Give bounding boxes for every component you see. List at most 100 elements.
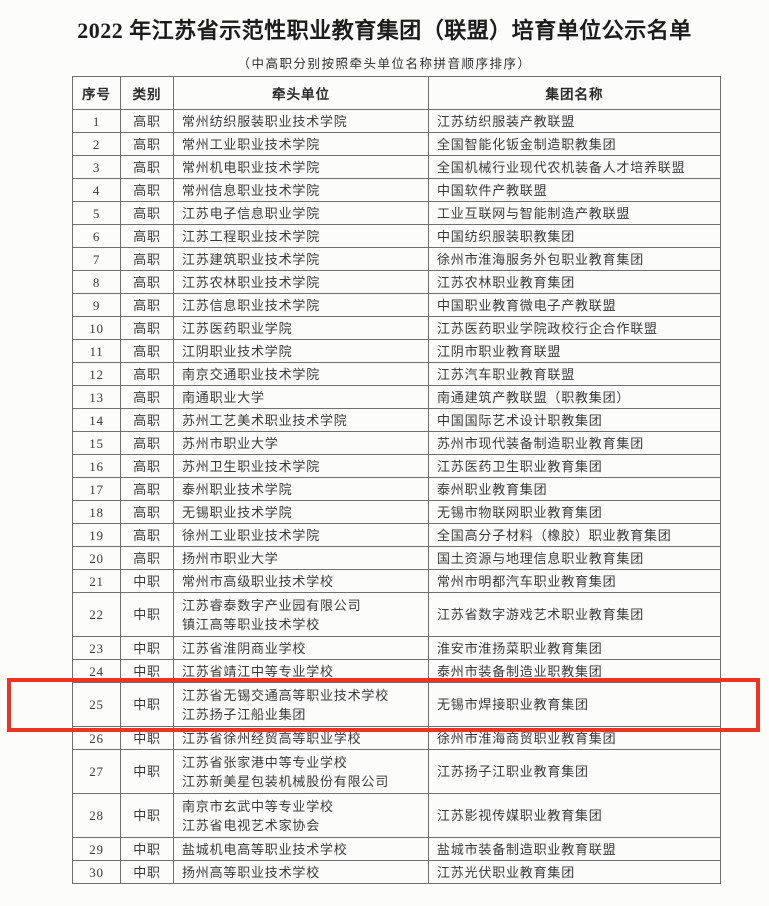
cell-no: 7 [72,247,121,271]
cell-group-name: 江苏扬子江职业教育集团 [428,749,721,794]
cell-category: 高职 [120,132,174,156]
cell-group-name: 江苏影视传媒职业教育集团 [428,793,721,838]
cell-group-name: 徐州市淮海服务外包职业教育集团 [428,247,721,271]
cell-lead-unit: 无锡职业技术学院 [173,500,429,524]
cell-category: 高职 [120,339,174,363]
table-row: 4 高职 常州信息职业技术学院 中国软件产教联盟 [72,178,721,202]
lead-unit-line: 江苏电子信息职业学院 [182,205,321,221]
document-title: 2022 年江苏省示范性职业教育集团（联盟）培育单位公示名单 [77,18,692,43]
cell-group-name: 泰州职业教育集团 [428,477,721,501]
lead-unit-line: 江苏信息职业技术学院 [182,297,321,313]
cell-no: 6 [72,224,121,248]
cell-group-name: 全国机械行业现代农机装备人才培养联盟 [428,155,721,179]
lead-unit-line: 无锡职业技术学院 [182,504,293,520]
cell-group-name: 江苏农林职业教育集团 [428,270,721,294]
cell-category: 中职 [120,793,174,838]
cell-no: 3 [72,155,121,179]
cell-category: 高职 [120,270,174,294]
cell-no: 8 [72,270,121,294]
cell-category: 中职 [120,749,174,794]
lead-unit-line: 南通职业大学 [182,389,265,405]
cell-group-name: 江苏纺织服装产教联盟 [428,109,721,133]
cell-no: 14 [72,408,121,432]
cell-group-name: 淮安市淮扬菜职业教育集团 [428,636,721,660]
cell-lead-unit: 徐州工业职业技术学院 [173,523,429,547]
cell-group-name: 泰州市装备制造业职教集团 [428,659,721,683]
cell-group-name: 江苏省数字游戏艺术职业教育集团 [428,592,721,637]
cell-group-name: 工业互联网与智能制造产教联盟 [428,201,721,225]
units-table: 序号 类别 牵头单位 集团名称 1 高职 常州纺织服装职业技术学院 江苏纺织服装… [72,76,721,884]
table-header-row: 序号 类别 牵头单位 集团名称 [72,76,721,110]
lead-unit-line: 江苏省电视艺术家协会 [182,817,321,833]
table-row: 5 高职 江苏电子信息职业学院 工业互联网与智能制造产教联盟 [72,201,721,225]
cell-lead-unit: 常州纺织服装职业技术学院 [173,109,429,133]
cell-no: 28 [72,793,121,838]
cell-category: 高职 [120,316,174,340]
cell-category: 中职 [120,569,174,593]
cell-category: 高职 [120,546,174,570]
cell-lead-unit: 江苏省淮阴商业学校 [173,636,429,660]
table-row: 23 中职 江苏省淮阴商业学校 淮安市淮扬菜职业教育集团 [72,636,721,660]
cell-group-name: 无锡市焊接职业教育集团 [428,682,721,727]
cell-no: 12 [72,362,121,386]
table-row: 14 高职 苏州工艺美术职业技术学院 中国国际艺术设计职教集团 [72,408,721,432]
cell-no: 27 [72,749,121,794]
table-row: 16 高职 苏州卫生职业技术学院 江苏医药卫生职业教育集团 [72,454,721,478]
lead-unit-line: 苏州工艺美术职业技术学院 [182,412,348,428]
cell-lead-unit: 江苏工程职业技术学院 [173,224,429,248]
cell-category: 中职 [120,860,174,884]
lead-unit-line: 江阴职业技术学院 [182,343,293,359]
lead-unit-line: 泰州职业技术学院 [182,481,293,497]
cell-category: 高职 [120,362,174,386]
cell-no: 16 [72,454,121,478]
cell-category: 高职 [120,109,174,133]
cell-lead-unit: 常州信息职业技术学院 [173,178,429,202]
lead-unit-line: 苏州市职业大学 [182,435,279,451]
table-row: 8 高职 江苏农林职业技术学院 江苏农林职业教育集团 [72,270,721,294]
cell-no: 29 [72,837,121,861]
cell-no: 10 [72,316,121,340]
table-row: 24 中职 江苏省靖江中等专业学校 泰州市装备制造业职教集团 [72,659,721,683]
cell-lead-unit: 江苏省张家港中等专业学校 江苏新美星包装机械股份有限公司 [173,749,429,794]
cell-no: 13 [72,385,121,409]
cell-group-name: 南通建筑产教联盟（职教集团） [428,385,721,409]
lead-unit-line: 常州市高级职业技术学校 [182,573,334,589]
table-row: 21 中职 常州市高级职业技术学校 常州市明都汽车职业教育集团 [72,569,721,593]
table-row: 22 中职 江苏睿泰数字产业园有限公司 镇江高等职业技术学校 江苏省数字游戏艺术职… [72,592,721,637]
cell-no: 25 [72,682,121,727]
cell-no: 2 [72,132,121,156]
table-row: 15 高职 苏州市职业大学 苏州市现代装备制造职业教育集团 [72,431,721,455]
table-body: 1 高职 常州纺织服装职业技术学院 江苏纺织服装产教联盟 2 高职 常州工业职业… [72,109,721,884]
cell-lead-unit: 泰州职业技术学院 [173,477,429,501]
cell-no: 30 [72,860,121,884]
table-row: 7 高职 江苏建筑职业技术学院 徐州市淮海服务外包职业教育集团 [72,247,721,271]
lead-unit-line: 江苏省无锡交通高等职业技术学校 [182,687,390,703]
lead-unit-line: 江苏省张家港中等专业学校 [182,754,348,770]
document-subtitle: （中高职分别按照牵头单位名称拼音顺序排序） [237,57,532,71]
table-row: 1 高职 常州纺织服装职业技术学院 江苏纺织服装产教联盟 [72,109,721,133]
cell-lead-unit: 苏州卫生职业技术学院 [173,454,429,478]
cell-lead-unit: 扬州市职业大学 [173,546,429,570]
cell-category: 高职 [120,224,174,248]
cell-category: 中职 [120,837,174,861]
cell-no: 20 [72,546,121,570]
lead-unit-line: 江苏省淮阴商业学校 [182,640,307,656]
cell-lead-unit: 江苏睿泰数字产业园有限公司 镇江高等职业技术学校 [173,592,429,637]
cell-group-name: 盐城市装备制造职业教育联盟 [428,837,721,861]
cell-no: 24 [72,659,121,683]
lead-unit-line: 江苏省靖江中等专业学校 [182,663,334,679]
cell-lead-unit: 江苏电子信息职业学院 [173,201,429,225]
cell-category: 中职 [120,592,174,637]
cell-no: 1 [72,109,121,133]
lead-unit-line: 江苏睿泰数字产业园有限公司 [182,597,362,613]
cell-category: 中职 [120,659,174,683]
table-row: 10 高职 江苏医药职业学院 江苏医药职业学院政校行企合作联盟 [72,316,721,340]
lead-unit-line: 江苏扬子江船业集团 [182,706,307,722]
cell-category: 高职 [120,431,174,455]
table-row: 27 中职 江苏省张家港中等专业学校 江苏新美星包装机械股份有限公司 江苏扬子江职… [72,749,721,794]
table-row: 30 中职 扬州高等职业技术学校 江苏光伏职业教育集团 [72,860,721,884]
cell-category: 高职 [120,477,174,501]
cell-group-name: 国土资源与地理信息职业教育集团 [428,546,721,570]
table-row: 18 高职 无锡职业技术学院 无锡市物联网职业教育集团 [72,500,721,524]
cell-lead-unit: 扬州高等职业技术学校 [173,860,429,884]
